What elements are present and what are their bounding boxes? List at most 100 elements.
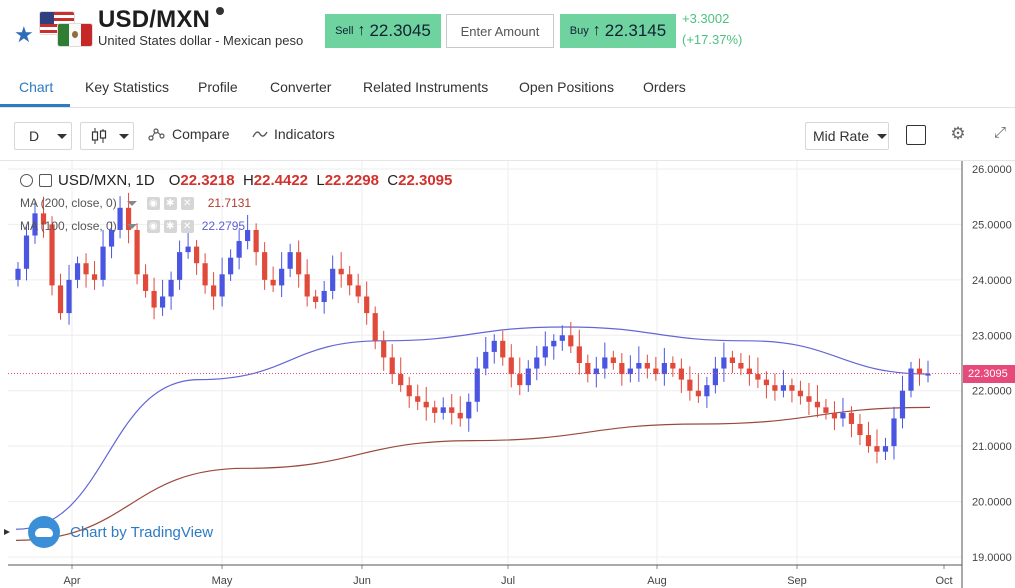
candle-body	[746, 368, 753, 375]
candle-body	[466, 401, 472, 419]
candle-body	[789, 385, 795, 391]
mexico-flag-icon	[58, 24, 92, 46]
candle-body	[542, 346, 548, 358]
price-chart[interactable]: 26.0000 25.0000 24.0000 23.0000 22.0000 21.00…	[0, 160, 1015, 588]
chevron-down-icon[interactable]	[126, 200, 137, 206]
candle-body	[423, 401, 429, 408]
candle-body	[245, 229, 251, 242]
y-tick-label: 20.0000	[972, 497, 1012, 509]
close-icon[interactable]: ✕	[180, 196, 194, 210]
candle-body	[653, 368, 659, 375]
indicators-icon	[252, 131, 268, 138]
compare-button[interactable]: Compare	[148, 126, 230, 142]
sell-price: 22.3045	[369, 21, 431, 40]
candle-body	[678, 368, 684, 380]
active-tab-indicator	[0, 104, 70, 107]
candle-body	[474, 368, 480, 402]
candle-body	[551, 340, 557, 347]
eye-icon[interactable]: ◉	[146, 219, 160, 233]
x-tick-label: Jul	[501, 575, 515, 587]
candle-body	[780, 385, 787, 391]
interval-dropdown[interactable]: D	[14, 122, 72, 150]
price-change-percent: (+17.37%)	[682, 32, 743, 47]
instrument-header: ★ USD/MXN United States dollar - Mexican…	[0, 0, 1015, 64]
chart-legend-main: USD/MXN, 1D O22.3218 H22.4422 L22.2298 C…	[20, 172, 452, 189]
low-label: L	[316, 172, 325, 189]
candle-body	[134, 229, 140, 275]
buy-button[interactable]: Buy ↑ 22.3145	[560, 14, 676, 48]
candle-body	[585, 363, 591, 375]
eye-icon[interactable]: ◉	[146, 196, 160, 210]
sell-button[interactable]: Sell ↑ 22.3045	[325, 14, 441, 48]
legend-ma100: MA (100, close, 0) ◉ ✱ ✕ 22.2795	[20, 219, 245, 233]
close-icon[interactable]: ✕	[180, 219, 194, 233]
candle-body	[228, 257, 234, 275]
candle-body	[457, 412, 463, 419]
candle-body	[738, 363, 744, 369]
candle-body	[49, 224, 55, 286]
fullscreen-icon[interactable]: ⤢	[993, 124, 1006, 141]
close-value: 22.3095	[398, 172, 453, 189]
candle-body	[159, 296, 166, 308]
candle-body	[168, 279, 174, 297]
tab-open-positions[interactable]: Open Positions	[519, 79, 614, 95]
interval-value: D	[29, 128, 40, 144]
candle-body	[15, 268, 21, 280]
candle-body	[236, 241, 242, 258]
tab-chart[interactable]: Chart	[19, 79, 54, 95]
candle-body	[313, 296, 319, 303]
candle-body	[661, 363, 667, 375]
gear-icon[interactable]: ⚙	[950, 124, 966, 143]
x-tick-label: Oct	[935, 575, 952, 587]
tab-related-instruments[interactable]: Related Instruments	[363, 79, 489, 95]
watchlist-star-icon[interactable]: ★	[14, 22, 34, 47]
candle-body	[219, 274, 225, 297]
tab-converter[interactable]: Converter	[270, 79, 332, 95]
sell-label: Sell	[335, 25, 354, 37]
chart-type-dropdown[interactable]	[80, 122, 134, 150]
candle-body	[304, 274, 310, 297]
tradingview-watermark[interactable]: Chart by TradingView	[28, 516, 213, 548]
chart-canvas[interactable]: 26.0000 25.0000 24.0000 23.0000 22.0000 21.00…	[0, 161, 1015, 588]
candle-body	[865, 435, 872, 447]
candlestick-icon	[91, 128, 107, 144]
candle-body	[287, 252, 293, 269]
candle-body	[185, 246, 191, 253]
candle-body	[176, 252, 183, 280]
eye-toggle-icon[interactable]	[20, 174, 33, 187]
candle-body	[891, 418, 897, 447]
tab-orders[interactable]: Orders	[643, 79, 686, 95]
tab-key-statistics[interactable]: Key Statistics	[85, 79, 170, 95]
candle-body	[627, 368, 633, 375]
settings-icon[interactable]: ✱	[163, 219, 177, 233]
candle-body	[193, 246, 200, 264]
y-tick-label: 24.0000	[972, 275, 1012, 287]
candle-body	[525, 368, 531, 386]
x-tick-label: Aug	[647, 575, 667, 587]
sell-up-arrow-icon: ↑	[357, 22, 366, 39]
chevron-down-icon	[57, 133, 68, 139]
layout-toggle-button[interactable]	[906, 125, 926, 145]
price-change-absolute: +3.3002	[682, 11, 730, 26]
candle-body	[508, 357, 514, 375]
amount-input[interactable]	[446, 14, 554, 48]
candle-body	[619, 363, 625, 375]
candle-body	[211, 285, 217, 297]
indicators-button[interactable]: Indicators	[252, 126, 335, 142]
candle-body	[406, 385, 412, 397]
candle-body	[381, 340, 387, 358]
ma100-label: MA (100, close, 0)	[20, 219, 117, 233]
price-type-dropdown[interactable]: Mid Rate	[805, 122, 889, 150]
collapse-legend-icon[interactable]	[39, 174, 52, 187]
tab-profile[interactable]: Profile	[198, 79, 238, 95]
candle-body	[670, 363, 676, 369]
chart-toolbar: D Compare Indicators Mid Rate ⚙ ⤢	[0, 118, 1015, 154]
indicators-label: Indicators	[274, 126, 335, 142]
ma100-value: 22.2795	[201, 219, 246, 233]
chevron-down-icon[interactable]	[126, 223, 137, 229]
settings-icon[interactable]: ✱	[163, 196, 177, 210]
compare-label: Compare	[172, 126, 230, 142]
compare-icon	[148, 128, 165, 141]
candle-body	[874, 446, 880, 452]
x-tick-label: Jun	[353, 575, 371, 587]
